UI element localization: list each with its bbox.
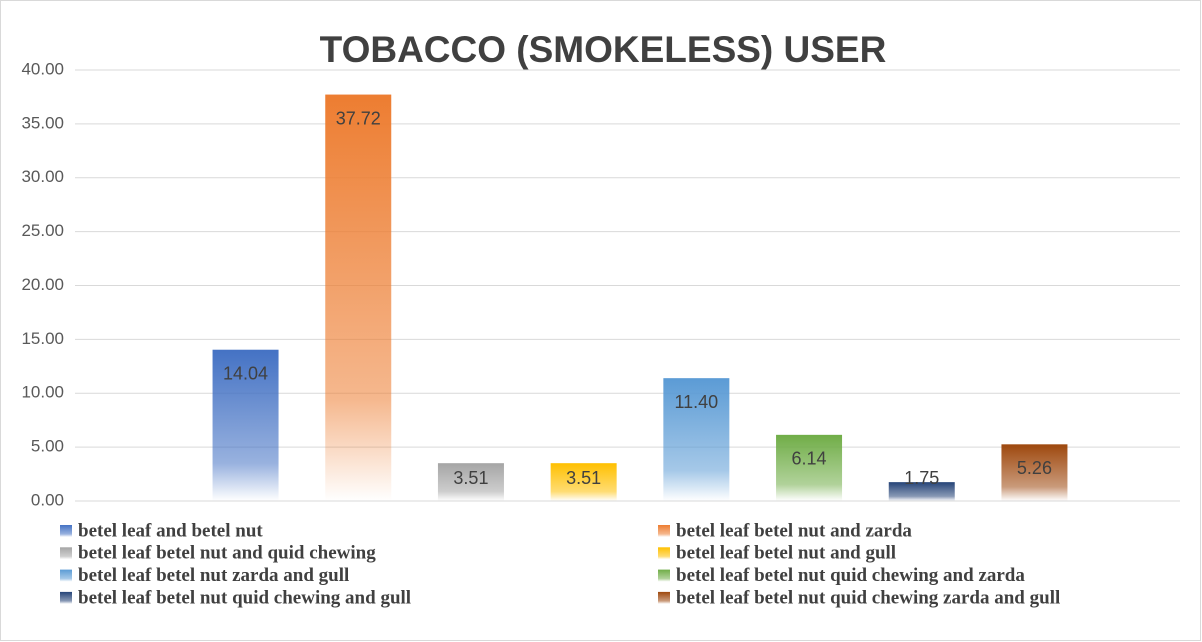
data-label: 5.26 — [1017, 458, 1052, 478]
legend-swatch — [60, 547, 72, 560]
legend-label: betel leaf betel nut quid chewing and za… — [676, 565, 1025, 586]
bar — [212, 349, 279, 501]
legend-swatch — [60, 525, 72, 537]
y-tick-label: 35.00 — [21, 113, 64, 132]
bar — [437, 463, 504, 501]
legend-label: betel leaf betel nut and quid chewing — [78, 543, 376, 564]
data-label: 37.72 — [336, 108, 381, 128]
bar — [776, 434, 843, 501]
legend-swatch — [658, 569, 670, 582]
legend-swatch — [658, 525, 670, 537]
bar — [1001, 444, 1068, 501]
bar — [663, 378, 730, 501]
y-tick-label: 25.00 — [21, 221, 64, 240]
bar — [550, 463, 617, 501]
y-tick-label: 15.00 — [21, 329, 64, 348]
legend-label: betel leaf betel nut and zarda — [676, 520, 912, 541]
legend-swatch — [658, 547, 670, 560]
bar — [888, 482, 955, 501]
legend-swatch — [658, 591, 670, 604]
data-label: 1.75 — [904, 468, 939, 488]
y-tick-label: 5.00 — [31, 437, 64, 456]
bar — [325, 94, 392, 501]
y-tick-label: 40.00 — [21, 59, 64, 78]
legend-swatch — [60, 591, 72, 604]
data-label: 11.40 — [674, 392, 718, 412]
legend-label: betel leaf betel nut quid chewing and gu… — [78, 587, 411, 608]
legend-label: betel leaf and betel nut — [78, 520, 263, 541]
legend-label: betel leaf betel nut zarda and gull — [78, 565, 349, 586]
legend-label: betel leaf betel nut quid chewing zarda … — [676, 587, 1060, 608]
y-tick-label: 10.00 — [21, 383, 64, 402]
data-label: 6.14 — [792, 449, 827, 469]
y-tick-label: 20.00 — [21, 275, 64, 294]
y-tick-label: 30.00 — [21, 167, 64, 186]
legend-label: betel leaf betel nut and gull — [676, 543, 896, 564]
data-label: 3.51 — [566, 468, 601, 488]
data-label: 14.04 — [223, 363, 268, 383]
legend-swatch — [60, 569, 72, 582]
y-tick-label: 0.00 — [31, 490, 64, 509]
chart-title: TOBACCO (SMOKELESS) USER — [320, 29, 887, 70]
data-label: 3.51 — [453, 468, 488, 488]
